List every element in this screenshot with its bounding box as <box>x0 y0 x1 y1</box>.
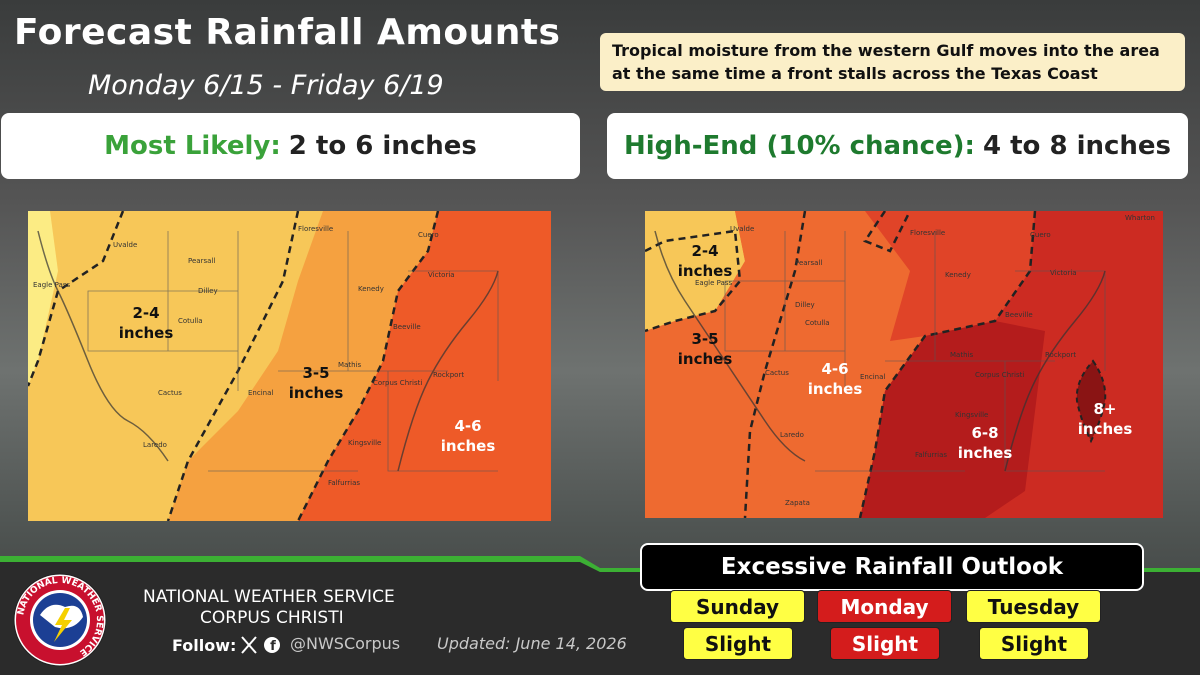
zone-label: 6-8 inches <box>957 424 1013 462</box>
city-label: Beeville <box>393 323 421 331</box>
ero-day: Tuesday <box>966 590 1101 623</box>
city-label: Kingsville <box>348 439 382 447</box>
city-label: Kingsville <box>955 411 989 419</box>
panel-label: High-End (10% chance): <box>623 131 975 161</box>
city-label: Cotulla <box>178 317 203 325</box>
zone-label: 4-6 inches <box>807 360 863 398</box>
city-label: Cuero <box>1030 231 1051 239</box>
city-label: Rockport <box>433 371 465 379</box>
city-label: Uvalde <box>730 225 755 233</box>
zone-label: 8+ inches <box>1077 400 1133 438</box>
map: 2-4 inches 3-5 inches 4-6 inches Uvalde Flor… <box>28 211 551 521</box>
city-label: Zapata <box>785 499 810 507</box>
city-label: Dilley <box>198 287 218 295</box>
city-label: Beeville <box>1005 311 1033 319</box>
city-label: Cactus <box>765 369 789 377</box>
city-label: Eagle Pass <box>33 281 71 289</box>
city-label: Pearsall <box>795 259 823 267</box>
zone-label: 3-5 inches <box>677 330 733 368</box>
city-label: Encinal <box>860 373 886 381</box>
social-icons: f <box>241 636 280 654</box>
ero-risk: Slight <box>979 627 1089 660</box>
nws-logo: NATIONAL WEATHER SERVICE <box>13 573 107 667</box>
city-label: Cuero <box>418 231 439 239</box>
subtitle: Monday 6/15 - Friday 6/19 <box>88 70 444 101</box>
city-label: Victoria <box>428 271 455 279</box>
city-label: Wharton <box>1125 214 1155 222</box>
city-label: Corpus Christi <box>975 371 1025 379</box>
city-label: Kenedy <box>358 285 384 293</box>
city-label: Floresville <box>298 225 334 233</box>
svg-text:f: f <box>270 639 276 654</box>
city-label: Rockport <box>1045 351 1077 359</box>
panel-value: 4 to 8 inches <box>982 131 1172 161</box>
city-label: Cotulla <box>805 319 830 327</box>
city-label: Cactus <box>158 389 182 397</box>
zone-label: 2-4 inches <box>118 304 174 342</box>
city-label: Falfurrias <box>328 479 361 487</box>
map-shapes <box>28 211 551 521</box>
map: 2-4 inches 3-5 inches 4-6 inches 6-8 inches… <box>645 211 1163 518</box>
ero-title: Excessive Rainfall Outlook <box>640 543 1144 591</box>
ero-risk: Slight <box>830 627 940 660</box>
title: Forecast Rainfall Amounts <box>14 12 561 53</box>
zone-label: 3-5 inches <box>288 364 344 402</box>
city-label: Mathis <box>950 351 974 359</box>
city-label: Victoria <box>1050 269 1077 277</box>
city-label: Dilley <box>795 301 815 309</box>
city-label: Encinal <box>248 389 274 397</box>
office: CORPUS CHRISTI <box>200 608 344 628</box>
city-label: Corpus Christi <box>373 379 423 387</box>
city-label: Falfurrias <box>915 451 948 459</box>
map-shapes <box>645 211 1163 518</box>
panel-header: High-End (10% chance): 4 to 8 inches <box>607 113 1188 179</box>
follow-label: Follow: <box>172 636 237 655</box>
city-label: Pearsall <box>188 257 216 265</box>
panel-value: 2 to 6 inches <box>288 131 477 161</box>
city-label: Laredo <box>143 441 167 449</box>
city-label: Floresville <box>910 229 946 237</box>
city-label: Uvalde <box>113 241 138 249</box>
updated: Updated: June 14, 2026 <box>437 634 627 653</box>
org: NATIONAL WEATHER SERVICE <box>143 587 395 607</box>
city-label: Mathis <box>338 361 362 369</box>
panel-header: Most Likely: 2 to 6 inches <box>1 113 580 179</box>
city-label: Kenedy <box>945 271 971 279</box>
handle[interactable]: @NWSCorpus <box>290 634 401 653</box>
ero-day: Monday <box>817 590 952 623</box>
ero-day: Sunday <box>670 590 805 623</box>
city-label: Eagle Pass <box>695 279 733 287</box>
zone-label: 2-4 inches <box>677 242 733 280</box>
ero-risk: Slight <box>683 627 793 660</box>
city-label: Laredo <box>780 431 804 439</box>
panel-label: Most Likely: <box>104 131 281 161</box>
note: Tropical moisture from the western Gulf … <box>600 33 1185 91</box>
zone-label: 4-6 inches <box>440 417 496 455</box>
